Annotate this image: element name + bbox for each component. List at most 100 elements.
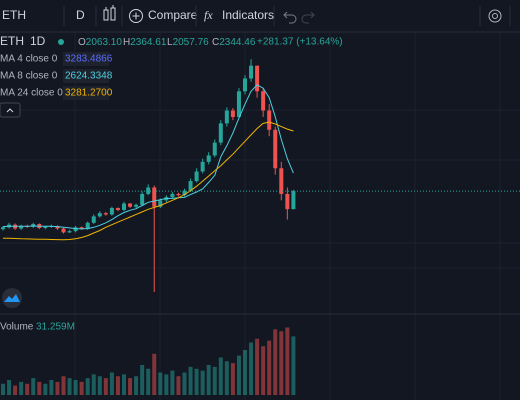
volume-bar — [212, 366, 217, 395]
candle-body — [55, 225, 60, 229]
volume-bar — [1, 383, 5, 395]
ohlc-high: H2364.61 — [123, 37, 167, 48]
toolbar: ETH D Compare fx Indicators — [0, 0, 520, 33]
candle-body — [243, 78, 247, 92]
candle-body — [218, 123, 223, 143]
volume-bar — [170, 370, 175, 395]
indicators-button[interactable]: fx Indicators — [204, 8, 274, 22]
letter: H — [123, 37, 130, 48]
candle-body — [61, 228, 66, 233]
candle-body — [255, 65, 260, 92]
volume-bar — [200, 370, 205, 395]
volume-bar — [7, 380, 12, 395]
volume-bar — [97, 376, 102, 395]
volume-bar — [164, 374, 169, 395]
volume-bar — [285, 327, 290, 395]
volume-bar — [230, 363, 235, 395]
volume-bar — [122, 374, 126, 395]
volume-bar — [188, 366, 193, 395]
volume-bar — [224, 361, 229, 395]
candle-body — [31, 224, 36, 227]
candle-body — [122, 203, 126, 210]
candle-body — [140, 193, 145, 205]
candle-body — [224, 110, 229, 124]
collapse-button[interactable] — [0, 102, 21, 118]
candle-body — [97, 213, 102, 217]
candle-body — [73, 227, 78, 232]
volume-bar — [206, 365, 211, 395]
logo[interactable] — [2, 288, 22, 308]
candle-body — [152, 187, 157, 207]
volume-label: Volume — [0, 322, 34, 333]
ohlc-change: +281.37 (+13.64%) — [257, 37, 343, 48]
candle-body — [158, 200, 163, 207]
fx-icon: fx — [204, 8, 213, 22]
volume-bar — [43, 383, 48, 395]
candle-body — [115, 208, 120, 210]
volume-bar — [91, 374, 96, 395]
value: 2364.61 — [130, 37, 167, 48]
volume-bar — [182, 372, 187, 395]
chart-style-button[interactable] — [103, 5, 116, 21]
letter: O — [78, 37, 86, 48]
volume-bar — [194, 368, 199, 395]
ohlc-close: C2344.46 — [212, 37, 256, 48]
value: 2063.10 — [86, 37, 123, 48]
volume-bar — [37, 381, 42, 395]
ma-value-box — [63, 52, 109, 66]
interval-button[interactable]: D — [76, 8, 85, 22]
letter: L — [167, 37, 173, 48]
volume-bar — [236, 355, 241, 395]
legend-interval: 1D — [30, 34, 46, 48]
candle-body — [146, 187, 151, 194]
candle-body — [194, 171, 199, 182]
candle-body — [176, 193, 181, 196]
ma-value: 2624.3348 — [65, 71, 113, 82]
volume-bar — [255, 338, 260, 395]
candle-body — [134, 204, 139, 207]
volume-bar — [291, 336, 296, 395]
candle-body — [236, 91, 241, 117]
candle-body — [91, 216, 96, 223]
volume-bar — [61, 376, 66, 395]
legend: ETH 1D O2063.10 H2364.61 L2057.76 C2344.… — [0, 34, 343, 333]
volume-bar — [109, 372, 114, 395]
volume-bar — [31, 378, 36, 395]
undo-button[interactable] — [283, 11, 297, 24]
volume-bar — [273, 329, 278, 395]
settings-button[interactable] — [488, 9, 502, 23]
ma-value-box — [63, 69, 109, 83]
ma-value-box — [63, 86, 109, 100]
volume-bar — [267, 340, 272, 395]
candle-body — [43, 226, 48, 228]
candle-body — [230, 110, 235, 117]
volume-bar — [279, 331, 284, 395]
ma-label: MA 24 close 0 — [0, 88, 63, 99]
symbol-button[interactable]: ETH — [2, 8, 26, 22]
ma-line — [3, 121, 294, 241]
compare-label: Compare — [148, 8, 198, 22]
volume-bar — [218, 357, 223, 395]
candle-body — [249, 65, 254, 79]
candle-body — [279, 168, 284, 194]
volume-bar — [25, 383, 30, 395]
value: 2344.46 — [219, 37, 256, 48]
candle-body — [109, 208, 114, 215]
compare-button[interactable]: Compare — [129, 8, 198, 23]
candle-body — [273, 129, 278, 169]
volume-bar — [128, 378, 133, 395]
volume-bar — [243, 350, 247, 395]
volume-bar — [115, 376, 120, 395]
redo-button[interactable] — [301, 11, 315, 24]
volume-bar — [146, 368, 151, 395]
volume-bar — [79, 381, 84, 395]
volume-bar — [249, 342, 254, 395]
candle-body — [103, 213, 108, 215]
candle-body — [1, 227, 5, 230]
volume-bar — [49, 380, 54, 395]
candle-body — [19, 225, 24, 229]
candle-body — [128, 203, 133, 207]
